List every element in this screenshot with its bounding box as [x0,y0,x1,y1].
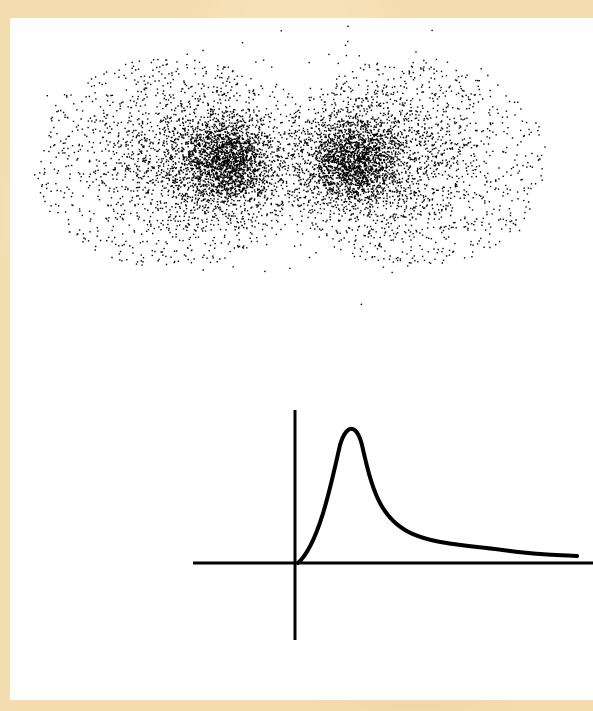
radial-curve [298,429,577,563]
orbital-dot-cloud [34,26,546,305]
